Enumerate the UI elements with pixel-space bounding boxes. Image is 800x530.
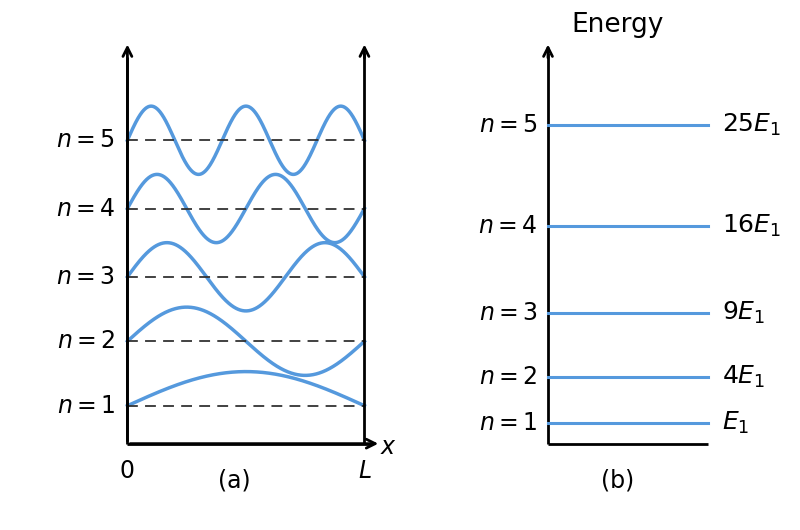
Text: $n = 5$: $n = 5$ — [57, 128, 115, 152]
Text: $n = 2$: $n = 2$ — [479, 365, 538, 389]
Text: $n = 3$: $n = 3$ — [479, 301, 538, 325]
Text: $n = 5$: $n = 5$ — [479, 113, 538, 137]
Text: $E_1$: $E_1$ — [722, 410, 750, 436]
Text: $n = 4$: $n = 4$ — [478, 214, 538, 237]
Text: $n = 3$: $n = 3$ — [57, 265, 115, 289]
Text: (a): (a) — [218, 469, 250, 492]
Text: $n = 2$: $n = 2$ — [57, 329, 115, 354]
Text: 0: 0 — [120, 459, 135, 483]
Text: Energy: Energy — [572, 12, 664, 38]
Text: (b): (b) — [602, 469, 634, 492]
Text: $x$: $x$ — [380, 436, 397, 460]
Text: $9E_1$: $9E_1$ — [722, 299, 766, 326]
Text: $n = 1$: $n = 1$ — [479, 411, 538, 435]
Text: $25E_1$: $25E_1$ — [722, 112, 781, 138]
Text: $16E_1$: $16E_1$ — [722, 213, 781, 238]
Text: $L$: $L$ — [358, 459, 371, 483]
Text: $4E_1$: $4E_1$ — [722, 364, 766, 391]
Text: $n = 4$: $n = 4$ — [56, 197, 115, 220]
Text: $n = 1$: $n = 1$ — [57, 394, 115, 418]
